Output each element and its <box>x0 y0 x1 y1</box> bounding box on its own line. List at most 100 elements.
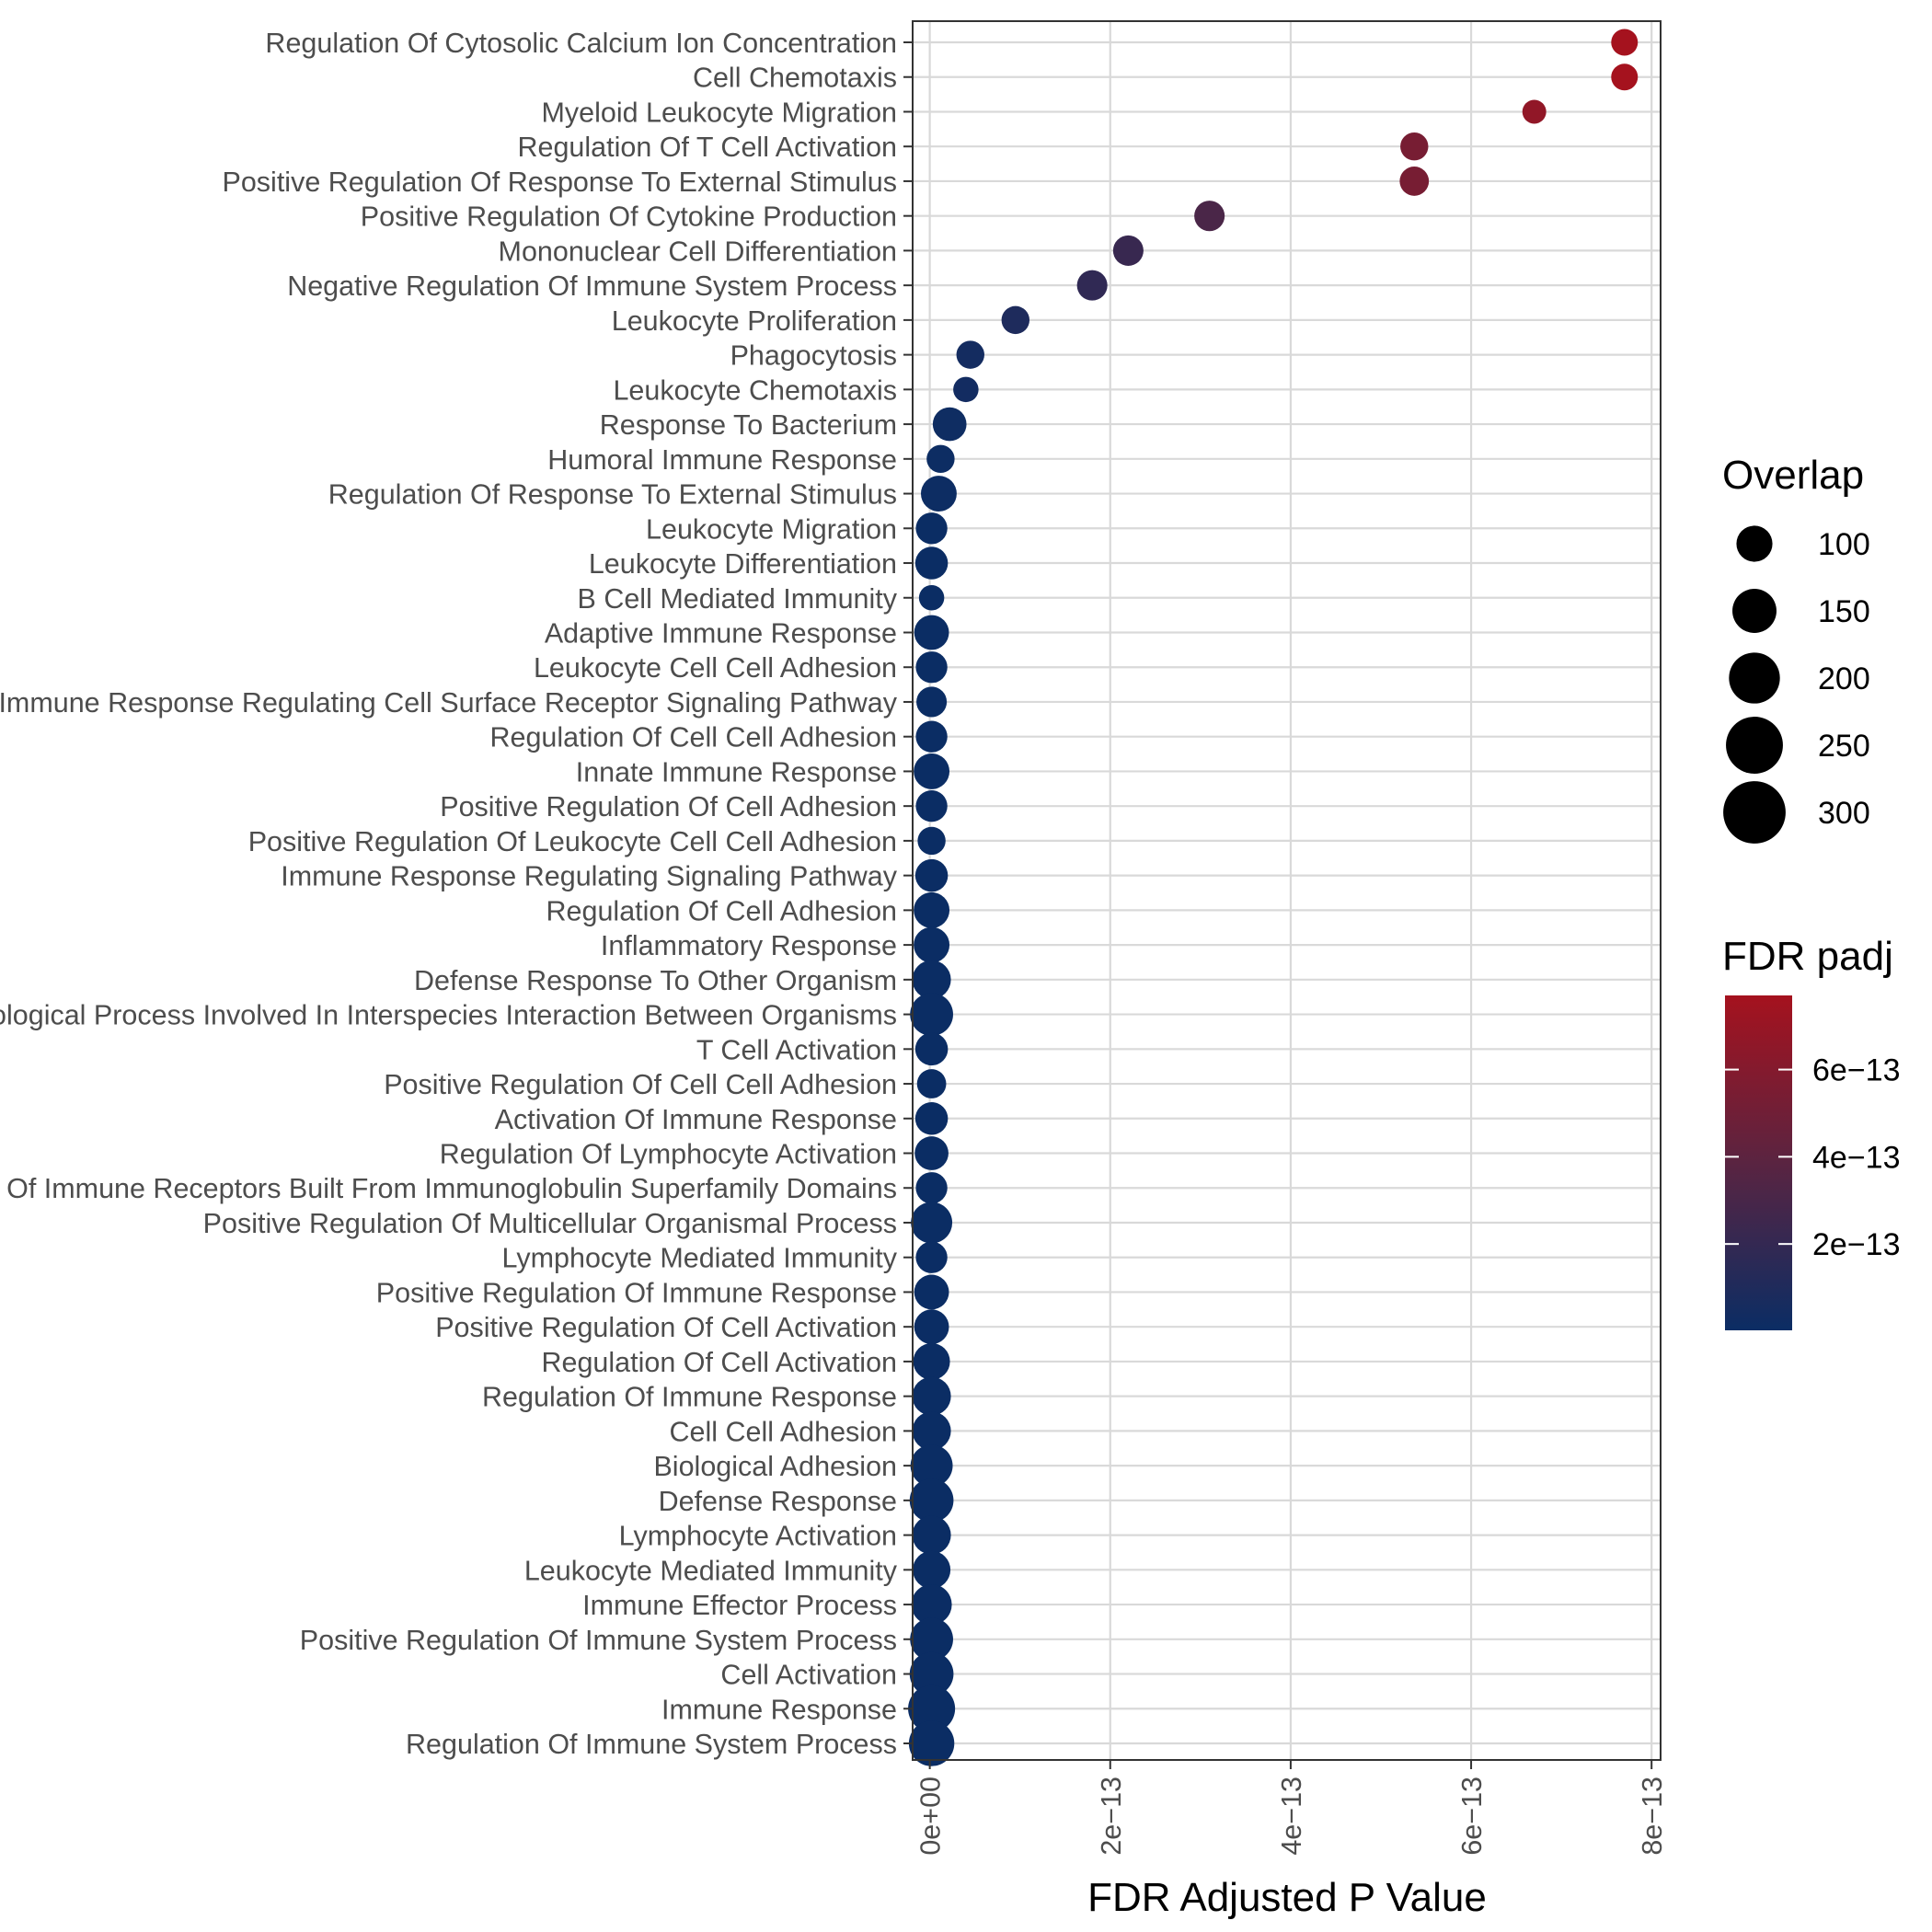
y-tick-label: Innate Immune Response <box>576 756 897 788</box>
y-tick-label: Positive Regulation Of Response To Exter… <box>222 167 897 198</box>
data-point <box>914 1102 949 1135</box>
size-legend-dot <box>1723 781 1786 844</box>
y-tick-label: Leukocyte Proliferation <box>612 305 897 337</box>
y-tick-label: Biological Process Involved In Interspec… <box>0 1000 897 1031</box>
size-legend: Overlap 100 150 200 250 300 <box>1722 453 1870 844</box>
size-legend-dot <box>1732 589 1777 633</box>
y-tick-label: Biological Adhesion <box>653 1451 897 1482</box>
grid-lines <box>913 21 1661 1760</box>
x-tick-label: 4e−13 <box>1276 1777 1307 1856</box>
data-point <box>915 651 948 684</box>
data-point <box>914 1274 949 1310</box>
y-tick-label: Positive Regulation Of Immune System Pro… <box>300 1625 897 1656</box>
data-point <box>915 720 948 753</box>
data-point <box>1001 305 1030 335</box>
y-tick-label: Defense Response <box>659 1486 897 1517</box>
y-tick-label: Inflammatory Response <box>601 930 897 961</box>
data-point <box>1522 99 1547 124</box>
y-tick-label: Cell Activation <box>720 1660 897 1691</box>
data-point <box>914 753 950 789</box>
data-point <box>917 826 946 856</box>
data-point <box>1112 235 1144 266</box>
data-point <box>932 407 967 442</box>
y-tick-label: Leukocyte Chemotaxis <box>613 374 897 406</box>
data-point <box>912 1411 951 1451</box>
data-point <box>914 546 949 580</box>
y-tick-label: Response To Bacterium <box>600 409 897 441</box>
y-tick-label: Myeloid Leukocyte Migration <box>541 97 897 128</box>
data-point <box>911 1202 953 1244</box>
data-points <box>908 29 1639 1766</box>
y-axis: Regulation Of Cytosolic Calcium Ion Conc… <box>0 28 913 1760</box>
data-point <box>1076 270 1108 301</box>
x-tick-label: 8e−13 <box>1637 1777 1668 1856</box>
data-point <box>914 1136 949 1170</box>
size-legend-items: 100 150 200 250 300 <box>1723 525 1870 844</box>
plot-panel <box>913 21 1661 1760</box>
x-tick-label: 0e+00 <box>915 1777 947 1856</box>
data-point <box>953 376 979 403</box>
x-tick-label: 2e−13 <box>1096 1777 1127 1856</box>
y-tick-label: Lymphocyte Mediated Immunity <box>502 1243 898 1274</box>
data-point <box>912 960 951 999</box>
y-tick-label: Positive Regulation Of Multicellular Org… <box>203 1208 897 1239</box>
color-legend-label: 2e−13 <box>1812 1227 1901 1262</box>
data-point <box>916 686 948 718</box>
data-point <box>911 1584 952 1626</box>
size-legend-title: Overlap <box>1722 453 1864 498</box>
data-point <box>909 1478 954 1523</box>
data-point <box>920 476 957 512</box>
color-legend: FDR padj 2e−13 4e−13 6e−13 <box>1722 934 1901 1330</box>
data-point <box>913 1342 950 1380</box>
data-point <box>914 1032 949 1066</box>
color-bar <box>1725 995 1792 1330</box>
y-tick-label: Negative Regulation Of Immune System Pro… <box>287 270 897 302</box>
y-tick-label: Regulation Of Cell Adhesion <box>546 895 898 926</box>
data-point <box>908 1720 955 1766</box>
data-point <box>916 1069 947 1098</box>
data-point <box>914 858 949 892</box>
size-legend-label: 250 <box>1818 729 1870 764</box>
y-tick-label: Positive Regulation Of Cell Activation <box>435 1312 897 1343</box>
data-point <box>915 790 948 822</box>
y-tick-label: B Cell Mediated Immunity <box>578 583 898 615</box>
color-legend-label: 4e−13 <box>1812 1140 1901 1175</box>
y-tick-label: Regulation Of Response To External Stimu… <box>328 479 897 511</box>
data-point <box>912 1515 951 1555</box>
y-tick-label: Regulation Of Cell Activation <box>541 1347 897 1378</box>
y-tick-label: Immune Response <box>661 1694 897 1725</box>
data-point <box>915 1241 948 1273</box>
data-point <box>1611 63 1639 91</box>
color-legend-title: FDR padj <box>1722 934 1893 979</box>
y-tick-label: Adaptive Immune Response Based On Somati… <box>0 1173 897 1204</box>
y-tick-label: Humoral Immune Response <box>547 444 897 476</box>
y-tick-label: Positive Regulation Of Immune Response <box>376 1277 897 1308</box>
data-point <box>956 340 984 369</box>
data-point <box>910 1444 953 1488</box>
data-point <box>915 512 948 545</box>
x-axis: 0e+00 2e−13 4e−13 6e−13 8e−13 <box>915 1760 1668 1856</box>
size-legend-label: 100 <box>1818 527 1870 562</box>
size-legend-label: 300 <box>1818 796 1870 831</box>
y-tick-label: Immune Response Regulating Cell Surface … <box>0 687 898 719</box>
y-tick-label: Adaptive Immune Response <box>545 617 897 649</box>
size-legend-label: 200 <box>1818 661 1870 696</box>
size-legend-label: 150 <box>1818 594 1870 629</box>
y-tick-label: Lymphocyte Activation <box>619 1521 897 1552</box>
data-point <box>1194 201 1225 232</box>
y-tick-label: Leukocyte Cell Cell Adhesion <box>534 652 897 684</box>
x-axis-title: FDR Adjusted P Value <box>1087 1875 1487 1920</box>
y-tick-label: Leukocyte Migration <box>646 513 897 545</box>
data-point <box>915 1172 948 1204</box>
data-point <box>918 584 945 611</box>
y-tick-label: Regulation Of Lymphocyte Activation <box>440 1139 897 1170</box>
data-point <box>914 615 949 650</box>
data-point <box>1399 167 1430 196</box>
y-tick-label: Positive Regulation Of Leukocyte Cell Ce… <box>248 826 897 857</box>
size-legend-dot <box>1726 717 1783 774</box>
x-tick-label: 6e−13 <box>1456 1777 1488 1856</box>
y-tick-label: Phagocytosis <box>730 340 897 372</box>
y-tick-label: Leukocyte Differentiation <box>589 548 897 580</box>
y-tick-label: Immune Effector Process <box>582 1590 897 1621</box>
data-point <box>910 993 953 1036</box>
